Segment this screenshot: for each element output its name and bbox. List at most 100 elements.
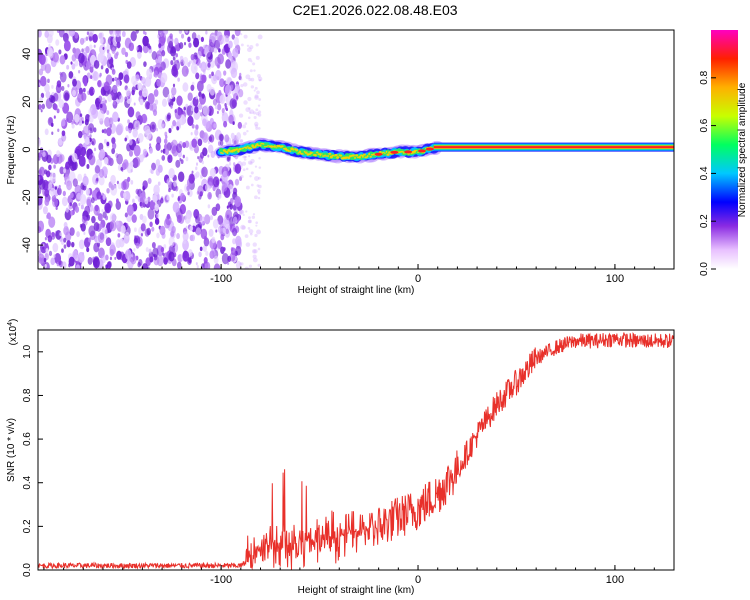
noise-blob (244, 266, 250, 269)
noise-blob (241, 161, 247, 166)
noise-blob (105, 264, 108, 269)
noise-blob (224, 84, 232, 96)
noise-blob (211, 236, 216, 244)
noise-blob (222, 170, 229, 182)
noise-blob (166, 178, 171, 186)
noise-blob (47, 235, 53, 243)
noise-blob (249, 109, 255, 115)
noise-blob (216, 62, 221, 69)
noise-blob (71, 63, 76, 70)
noise-blob (66, 240, 71, 248)
noise-blob (144, 76, 152, 88)
noise-blob (170, 46, 177, 57)
noise-blob (134, 237, 138, 244)
noise-blob (83, 47, 87, 52)
noise-blob (187, 115, 194, 127)
noise-blob (257, 189, 261, 193)
noise-blob (174, 63, 177, 69)
noise-blob (154, 217, 160, 225)
noise-blob (128, 127, 132, 134)
signal-blob (304, 151, 308, 154)
x-tick-label: 100 (606, 574, 624, 586)
noise-blob (44, 83, 50, 93)
noise-blob (68, 71, 74, 79)
noise-blob (125, 249, 132, 260)
noise-blob (92, 257, 100, 269)
noise-blob (63, 168, 67, 174)
noise-blob (62, 102, 70, 114)
noise-blob (206, 52, 213, 63)
noise-blob (103, 81, 110, 92)
signal-blob (300, 152, 303, 155)
noise-blob (122, 159, 129, 169)
noise-blob (216, 103, 222, 111)
noise-blob (195, 262, 198, 266)
noise-blob (42, 206, 48, 215)
signal-blob (297, 152, 300, 154)
noise-blob (44, 264, 47, 269)
noise-blob (121, 47, 126, 55)
noise-blob (63, 221, 68, 229)
signal-blob (281, 145, 284, 148)
noise-blob (158, 66, 163, 73)
noise-blob (120, 166, 123, 171)
noise-blob (106, 141, 110, 147)
noise-blob (170, 60, 174, 66)
noise-blob (213, 263, 221, 269)
noise-blob (246, 129, 249, 133)
noise-blob (143, 182, 148, 189)
noise-blob (109, 220, 117, 232)
noise-blob (181, 33, 185, 39)
noise-blob (230, 108, 233, 112)
noise-blob (158, 43, 162, 49)
noise-blob (86, 31, 90, 36)
noise-blob (197, 34, 201, 41)
noise-blob (218, 48, 221, 53)
noise-blob (124, 51, 129, 58)
noise-blob (249, 45, 254, 50)
noise-blob (90, 75, 93, 80)
noise-blob (195, 115, 198, 120)
noise-blob (78, 239, 85, 250)
noise-blob (126, 95, 132, 104)
noise-blob (255, 108, 259, 112)
noise-blob (51, 131, 54, 135)
noise-blob (240, 224, 246, 230)
signal-blob (311, 152, 314, 154)
noise-blob (212, 176, 220, 188)
noise-blob (147, 266, 150, 269)
noise-blob (172, 120, 177, 127)
noise-blob (177, 171, 185, 182)
noise-blob (211, 206, 218, 216)
signal-blob (417, 151, 419, 153)
signal-blob (242, 147, 245, 149)
noise-blob (191, 170, 194, 174)
signal-peak (374, 152, 383, 156)
noise-blob (107, 94, 113, 103)
signal-blob (354, 156, 356, 160)
noise-blob (169, 33, 173, 39)
noise-blob (105, 67, 109, 74)
noise-blob (195, 166, 198, 171)
noise-blob (235, 235, 242, 247)
noise-blob (232, 238, 236, 245)
noise-blob (86, 72, 91, 79)
noise-blob (182, 142, 187, 149)
noise-blob (100, 51, 105, 60)
signal-blob (352, 154, 355, 157)
noise-blob (183, 106, 186, 111)
noise-blob (52, 242, 59, 253)
signal-blob (244, 146, 248, 149)
signal-blob (276, 144, 280, 148)
noise-blob (124, 96, 128, 102)
colorbar-tick-label: 0.8 (699, 70, 710, 84)
noise-blob (217, 53, 224, 65)
noise-blob (247, 96, 252, 102)
noise-blob (257, 191, 261, 195)
noise-blob (255, 221, 258, 225)
signal-peak (417, 149, 426, 153)
x-tick-label: 0 (415, 273, 421, 285)
noise-blob (42, 243, 45, 248)
noise-blob (59, 55, 66, 65)
